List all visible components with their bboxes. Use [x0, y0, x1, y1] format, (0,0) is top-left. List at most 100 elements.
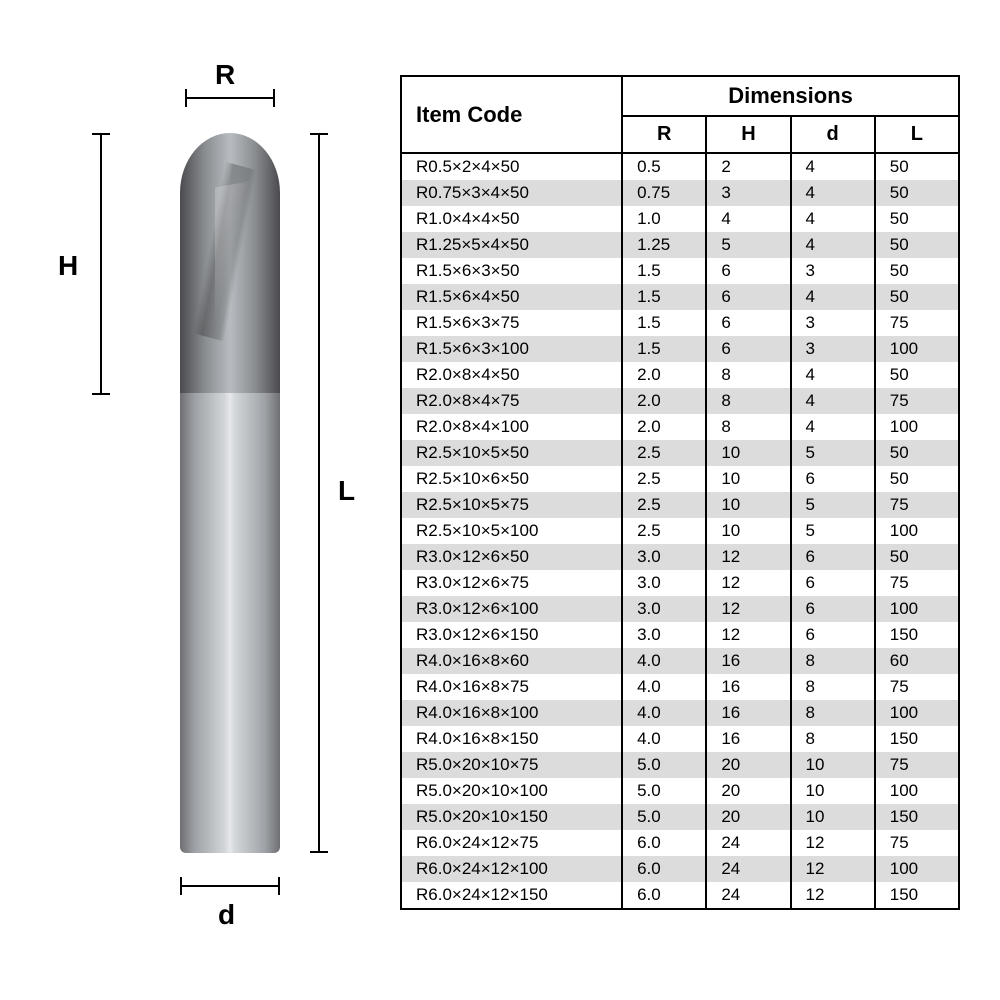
- table-cell-R: 3.0: [622, 596, 706, 622]
- table-cell-d: 3: [791, 310, 875, 336]
- page-container: R H L d Item Code Dimensions R H: [40, 75, 960, 925]
- table-cell-H: 16: [706, 674, 790, 700]
- table-cell-R: 5.0: [622, 804, 706, 830]
- table-cell-L: 100: [875, 778, 959, 804]
- table-row: R2.0×8×4×752.08475: [401, 388, 959, 414]
- table-cell-L: 50: [875, 232, 959, 258]
- dim-label-d: d: [218, 899, 235, 931]
- table-cell-code: R1.25×5×4×50: [401, 232, 622, 258]
- table-cell-d: 6: [791, 570, 875, 596]
- table-cell-R: 1.25: [622, 232, 706, 258]
- table-cell-d: 12: [791, 856, 875, 882]
- table-cell-code: R4.0×16×8×150: [401, 726, 622, 752]
- table-cell-code: R2.5×10×6×50: [401, 466, 622, 492]
- table-cell-d: 8: [791, 648, 875, 674]
- dim-H-line: [100, 133, 102, 395]
- table-cell-R: 4.0: [622, 674, 706, 700]
- table-cell-L: 50: [875, 180, 959, 206]
- table-cell-R: 2.0: [622, 414, 706, 440]
- table-cell-code: R5.0×20×10×75: [401, 752, 622, 778]
- table-cell-R: 1.5: [622, 336, 706, 362]
- table-cell-R: 1.5: [622, 284, 706, 310]
- table-row: R3.0×12×6×1003.0126100: [401, 596, 959, 622]
- table-cell-R: 4.0: [622, 648, 706, 674]
- table-cell-H: 10: [706, 440, 790, 466]
- table-cell-H: 6: [706, 310, 790, 336]
- table-cell-code: R6.0×24×12×100: [401, 856, 622, 882]
- table-cell-H: 8: [706, 414, 790, 440]
- table-cell-R: 2.5: [622, 440, 706, 466]
- table-row: R5.0×20×10×1005.02010100: [401, 778, 959, 804]
- table-row: R1.5×6×3×501.56350: [401, 258, 959, 284]
- table-cell-d: 4: [791, 206, 875, 232]
- table-cell-d: 10: [791, 804, 875, 830]
- end-mill-illustration: [180, 133, 280, 853]
- dim-R-tick: [273, 89, 275, 107]
- table-row: R6.0×24×12×1506.02412150: [401, 882, 959, 909]
- dim-L-line: [318, 133, 320, 853]
- table-cell-code: R0.75×3×4×50: [401, 180, 622, 206]
- table-row: R0.5×2×4×500.52450: [401, 153, 959, 180]
- table-cell-R: 2.5: [622, 492, 706, 518]
- dim-R-tick: [185, 89, 187, 107]
- table-cell-d: 6: [791, 596, 875, 622]
- table-cell-R: 6.0: [622, 882, 706, 909]
- table-cell-R: 2.5: [622, 518, 706, 544]
- dimensions-table-wrapper: Item Code Dimensions R H d L R0.5×2×4×50…: [400, 75, 960, 925]
- table-cell-R: 5.0: [622, 778, 706, 804]
- table-cell-H: 10: [706, 518, 790, 544]
- table-cell-H: 16: [706, 648, 790, 674]
- table-cell-code: R2.0×8×4×100: [401, 414, 622, 440]
- table-row: R6.0×24×12×756.0241275: [401, 830, 959, 856]
- table-cell-d: 6: [791, 622, 875, 648]
- table-row: R4.0×16×8×754.016875: [401, 674, 959, 700]
- table-row: R5.0×20×10×755.0201075: [401, 752, 959, 778]
- table-row: R1.5×6×4×501.56450: [401, 284, 959, 310]
- table-cell-R: 2.5: [622, 466, 706, 492]
- dim-H-tick: [92, 133, 110, 135]
- table-cell-L: 100: [875, 518, 959, 544]
- table-cell-code: R4.0×16×8×60: [401, 648, 622, 674]
- table-row: R0.75×3×4×500.753450: [401, 180, 959, 206]
- table-cell-code: R2.5×10×5×50: [401, 440, 622, 466]
- table-cell-code: R3.0×12×6×50: [401, 544, 622, 570]
- table-row: R4.0×16×8×1504.0168150: [401, 726, 959, 752]
- table-row: R6.0×24×12×1006.02412100: [401, 856, 959, 882]
- table-cell-H: 8: [706, 362, 790, 388]
- table-cell-d: 3: [791, 336, 875, 362]
- table-cell-H: 24: [706, 830, 790, 856]
- table-cell-L: 75: [875, 570, 959, 596]
- table-cell-R: 3.0: [622, 622, 706, 648]
- table-cell-d: 4: [791, 180, 875, 206]
- table-cell-H: 12: [706, 596, 790, 622]
- table-cell-d: 4: [791, 388, 875, 414]
- table-cell-d: 5: [791, 518, 875, 544]
- dim-L-tick: [310, 133, 328, 135]
- table-cell-d: 5: [791, 440, 875, 466]
- table-row: R1.25×5×4×501.255450: [401, 232, 959, 258]
- table-cell-H: 3: [706, 180, 790, 206]
- table-cell-L: 75: [875, 752, 959, 778]
- table-cell-code: R2.5×10×5×100: [401, 518, 622, 544]
- table-cell-L: 150: [875, 882, 959, 909]
- table-cell-H: 6: [706, 258, 790, 284]
- dim-label-H: H: [58, 250, 78, 282]
- table-cell-code: R4.0×16×8×75: [401, 674, 622, 700]
- dim-d-tick: [180, 877, 182, 895]
- table-cell-L: 75: [875, 310, 959, 336]
- table-row: R3.0×12×6×503.012650: [401, 544, 959, 570]
- table-cell-L: 75: [875, 388, 959, 414]
- table-cell-d: 8: [791, 674, 875, 700]
- table-cell-H: 12: [706, 570, 790, 596]
- table-cell-d: 4: [791, 414, 875, 440]
- dimensions-table: Item Code Dimensions R H d L R0.5×2×4×50…: [400, 75, 960, 910]
- table-row: R2.5×10×6×502.510650: [401, 466, 959, 492]
- tool-shank: [180, 393, 280, 853]
- table-cell-H: 16: [706, 726, 790, 752]
- table-cell-d: 12: [791, 882, 875, 909]
- table-cell-R: 3.0: [622, 544, 706, 570]
- table-cell-R: 6.0: [622, 830, 706, 856]
- table-row: R2.5×10×5×752.510575: [401, 492, 959, 518]
- table-cell-L: 50: [875, 440, 959, 466]
- col-header-item-code: Item Code: [401, 76, 622, 153]
